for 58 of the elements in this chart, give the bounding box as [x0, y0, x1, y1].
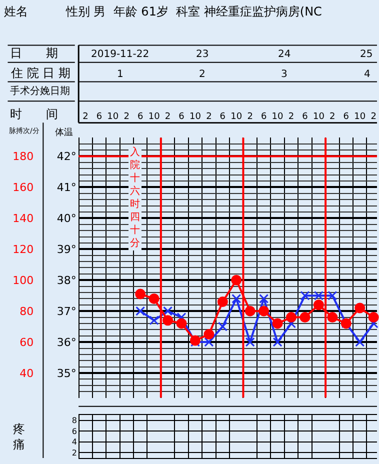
- y-axis-title: 体温: [55, 127, 73, 138]
- y3-tick-label: 6: [72, 426, 77, 436]
- y3-tick-label: 8: [72, 416, 77, 426]
- y2-tick-label: 140: [12, 212, 34, 226]
- y3-tick-label: 2: [72, 448, 77, 458]
- y2-tick-label: 80: [20, 304, 34, 318]
- text: 2019-11-22: [91, 49, 150, 60]
- y-tick-label: 35°: [56, 366, 76, 380]
- x-axis-title: 时 间: [10, 107, 58, 121]
- x-tick-label: 6: [343, 112, 350, 122]
- x-tick-label: 6: [302, 112, 308, 122]
- y-tick-label: 38°: [56, 274, 76, 287]
- x-tick-label: 2: [247, 112, 253, 122]
- x-tick-label: 10: [312, 112, 325, 122]
- text: 25: [360, 49, 373, 60]
- x-tick-label: 6: [178, 112, 185, 122]
- x-tick-label: 2: [164, 112, 171, 122]
- text: 4: [364, 69, 370, 80]
- y-tick-label: 41°: [56, 181, 76, 194]
- x-tick-label: 2: [288, 112, 294, 122]
- x-tick-label: 10: [107, 112, 119, 122]
- x-tick-label: 2: [124, 112, 130, 122]
- text: 24: [278, 49, 291, 60]
- y2-tick-label: 120: [12, 242, 34, 256]
- y2-tick-label: 100: [12, 274, 34, 287]
- y-tick-label: 40°: [56, 212, 76, 226]
- y2-tick-label: 40: [20, 366, 34, 380]
- x-tick-label: 6: [137, 112, 144, 122]
- y-tick-label: 36°: [56, 336, 76, 349]
- annotation: 入院十六时四十分: [130, 146, 140, 249]
- y-tick-label: 37°: [56, 304, 76, 318]
- x-tick-label: 6: [96, 112, 102, 122]
- x-tick-label: 10: [148, 112, 160, 122]
- y2-tick-label: 180: [12, 150, 34, 164]
- chart-title: 姓名 性别 男 年龄 61岁 科室 神经重症监护病房(NC: [4, 4, 322, 18]
- y-tick-label: 39°: [56, 242, 76, 256]
- text: 1: [117, 69, 124, 80]
- y3-axis-title: 疼痛: [13, 422, 25, 452]
- x-tick-label: 2: [82, 112, 88, 122]
- text: 2: [199, 69, 206, 80]
- y2-tick-label: 160: [12, 181, 34, 194]
- x-tick-label: 10: [189, 112, 202, 122]
- x-tick-label: 6: [260, 112, 267, 122]
- text: 23: [196, 49, 209, 60]
- x-tick-label: 10: [230, 112, 242, 122]
- y-tick-label: 42°: [56, 150, 76, 164]
- x-tick-label: 2: [206, 112, 212, 122]
- x-tick-label: 10: [272, 112, 284, 122]
- y2-tick-label: 60: [20, 336, 34, 349]
- text: 住 院 日 期: [10, 66, 70, 80]
- x-tick-label: 10: [354, 112, 366, 122]
- text: 手术分娩日期: [10, 85, 70, 97]
- x-tick-label: 6: [220, 112, 226, 122]
- x-tick-label: 2: [370, 112, 376, 122]
- x-tick-label: 2: [330, 112, 336, 122]
- y3-tick-label: 4: [72, 438, 77, 447]
- text: 3: [281, 69, 288, 80]
- text: 日 期: [10, 46, 58, 60]
